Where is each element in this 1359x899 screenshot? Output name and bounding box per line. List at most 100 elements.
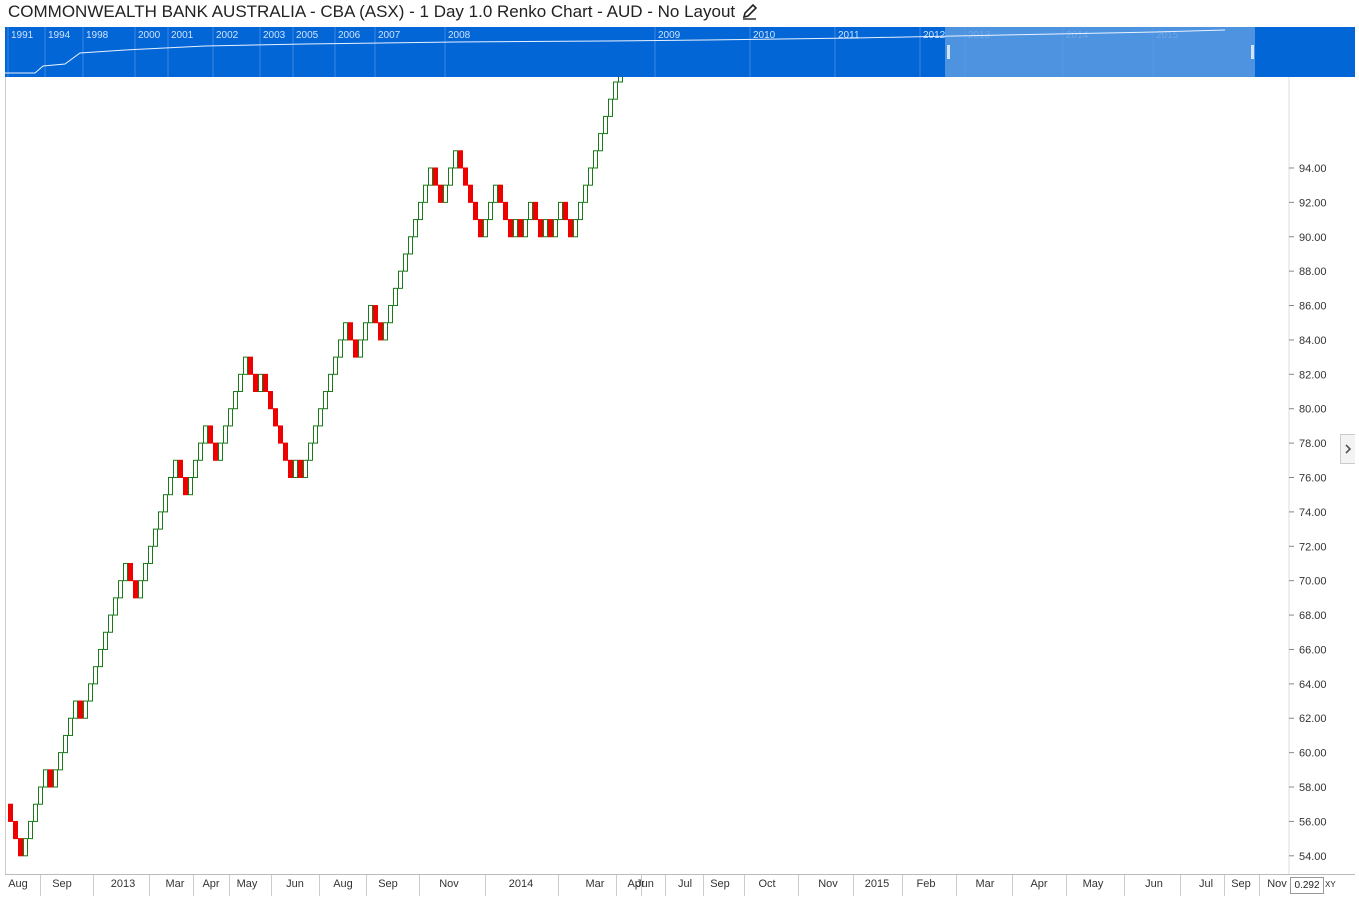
x-tick-label: Mar — [585, 878, 605, 890]
y-tick-label: 84.00 — [1299, 335, 1327, 347]
renko-brick-down — [48, 769, 53, 788]
renko-brick-down — [263, 373, 268, 393]
y-tick-label: 54.00 — [1299, 851, 1327, 863]
renko-brick-up — [63, 734, 68, 754]
renko-brick-down — [178, 459, 183, 479]
renko-brick-up — [223, 425, 228, 444]
navigator-year-label: 1998 — [86, 30, 109, 41]
x-axis: Aug Sep 2013 Mar Apr May Jun Aug Sep Nov 2014 Mar Ap… — [5, 874, 1355, 897]
y-tick-label: 56.00 — [1299, 816, 1327, 828]
renko-brick-down — [283, 442, 288, 461]
x-axis-divider — [798, 875, 799, 896]
x-axis-divider — [665, 875, 666, 896]
navigator-year-label: 2005 — [296, 30, 319, 41]
renko-brick-up — [33, 803, 38, 822]
navigator-svg[interactable]: 1991 1994 1998 2000 2001 2002 2003 2005 2006 2007… — [5, 27, 1355, 77]
renko-brick-up — [98, 648, 103, 668]
x-tick-label: Nov — [818, 878, 838, 890]
renko-brick-up — [258, 373, 263, 393]
x-axis-divider — [1259, 875, 1260, 896]
renko-brick-up — [38, 786, 43, 805]
x-tick-label: Jun — [1145, 878, 1163, 890]
y-tick-label: 72.00 — [1299, 541, 1327, 553]
renko-brick-up — [598, 133, 603, 152]
y-tick-label: 58.00 — [1299, 782, 1327, 794]
renko-brick-down — [183, 477, 188, 496]
navigator-year-label: 1994 — [48, 30, 71, 41]
x-tick-label: Jun — [636, 878, 654, 890]
renko-brick-up — [573, 219, 578, 238]
renko-brick-up — [143, 562, 148, 582]
renko-brick-down — [438, 184, 443, 203]
renko-brick-up — [113, 597, 118, 616]
timeline-navigator[interactable]: 1991 1994 1998 2000 2001 2002 2003 2005 2006 2007… — [5, 27, 1355, 77]
renko-brick-down — [503, 201, 508, 221]
renko-brick-up — [303, 459, 308, 479]
x-tick-label: May — [236, 878, 258, 890]
x-tick-label: Nov — [439, 878, 459, 890]
y-tick-label: 88.00 — [1299, 266, 1327, 278]
renko-brick-up — [443, 184, 448, 203]
renko-brick-up — [393, 287, 398, 307]
renko-brick-up — [188, 477, 193, 496]
renko-brick-up — [483, 219, 488, 238]
renko-brick-up — [198, 442, 203, 461]
renko-brick-up — [28, 820, 33, 840]
renko-brick-up — [578, 201, 583, 221]
renko-brick-up — [328, 373, 333, 393]
scale-input[interactable]: 0.292 — [1290, 877, 1324, 894]
x-axis-divider — [1180, 875, 1181, 896]
y-tick-label: 68.00 — [1299, 610, 1327, 622]
renko-brick-up — [428, 167, 433, 186]
x-tick-label: Nov — [1267, 878, 1287, 890]
renko-brick-up — [163, 494, 168, 513]
x-axis-divider — [703, 875, 704, 896]
renko-brick-down — [518, 219, 523, 238]
renko-brick-down — [378, 322, 383, 341]
navigator-handle-right[interactable] — [1251, 45, 1254, 59]
y-tick-label: 80.00 — [1299, 404, 1327, 416]
x-axis-divider — [1224, 875, 1225, 896]
renko-brick-up — [158, 511, 163, 530]
renko-brick-up — [83, 700, 88, 719]
renko-brick-up — [53, 769, 58, 788]
x-axis-divider — [40, 875, 41, 896]
navigator-year-label: 2000 — [138, 30, 161, 41]
x-axis-divider — [1012, 875, 1013, 896]
chart-area[interactable]: 54.00 56.00 58.00 60.00 62.00 64.00 66.00 68.00… — [5, 77, 1356, 874]
renko-brick-up — [93, 666, 98, 685]
renko-brick-down — [568, 219, 573, 238]
x-axis-divider — [319, 875, 320, 896]
renko-brick-up — [333, 356, 338, 375]
renko-brick-up — [338, 339, 343, 358]
navigator-selection[interactable] — [945, 27, 1255, 77]
x-tick-label: Jul — [1198, 878, 1214, 890]
y-tick-label: 94.00 — [1299, 163, 1327, 175]
renko-chart[interactable]: 54.00 56.00 58.00 60.00 62.00 64.00 66.00 68.00… — [6, 77, 1356, 874]
renko-brick-down — [248, 356, 253, 375]
renko-brick-up — [58, 752, 63, 771]
renko-brick-up — [593, 150, 598, 169]
pencil-icon[interactable] — [741, 3, 759, 21]
renko-brick-up — [318, 408, 323, 427]
renko-brick-down — [128, 562, 133, 582]
renko-brick-up — [23, 838, 28, 857]
renko-brick-down — [478, 219, 483, 238]
renko-brick-down — [538, 219, 543, 238]
title-bar: COMMONWEALTH BANK AUSTRALIA - CBA (ASX) … — [0, 0, 1359, 26]
renko-brick-up — [488, 201, 493, 221]
x-axis-divider — [419, 875, 420, 896]
xy-toggle[interactable]: XY — [1325, 880, 1336, 889]
renko-brick-up — [118, 580, 123, 599]
renko-brick-up — [418, 201, 423, 221]
navigator-handle-left[interactable] — [947, 45, 950, 59]
navigator-year-label: 2009 — [658, 30, 681, 41]
y-tick-label: 90.00 — [1299, 232, 1327, 244]
navigator-year-label: 2007 — [378, 30, 401, 41]
renko-brick-down — [353, 339, 358, 358]
chart-title: COMMONWEALTH BANK AUSTRALIA - CBA (ASX) … — [8, 2, 736, 21]
side-panel-toggle[interactable] — [1340, 434, 1355, 464]
renko-brick-up — [553, 219, 558, 238]
x-axis-divider — [1124, 875, 1125, 896]
navigator-year-label: 2006 — [338, 30, 361, 41]
